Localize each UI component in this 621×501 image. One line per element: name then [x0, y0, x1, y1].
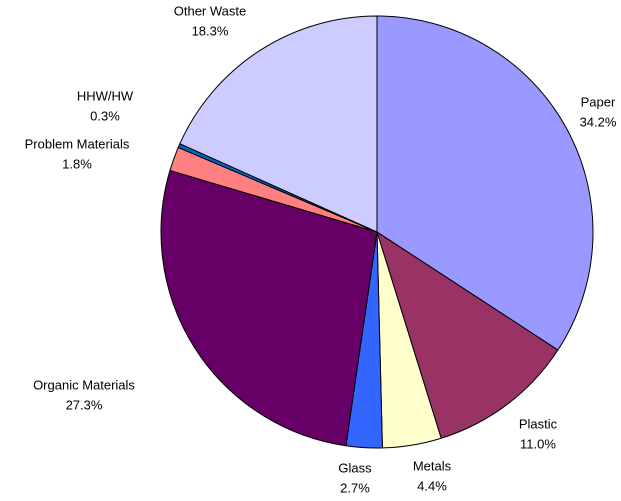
slice-value-label: 0.3% [90, 108, 120, 123]
slice-label: Organic Materials [33, 377, 135, 392]
pie-slice [376, 15, 594, 351]
slice-label: Glass [338, 460, 372, 475]
slice-label: Paper [581, 94, 616, 109]
pie-slice [376, 230, 559, 439]
slice-value-label: 27.3% [66, 397, 103, 412]
slice-label: Metals [413, 458, 452, 473]
slice-label: HHW/HW [77, 88, 134, 103]
slice-value-label: 18.3% [192, 23, 229, 38]
slice-value-label: 2.7% [340, 480, 370, 495]
pie-slice [179, 15, 378, 233]
slice-value-label: 34.2% [580, 114, 617, 129]
slice-label: Other Waste [174, 3, 246, 18]
slice-label: Problem Materials [25, 136, 130, 151]
pie-slice [160, 169, 378, 447]
slice-label: Plastic [519, 416, 558, 431]
slice-value-label: 1.8% [62, 156, 92, 171]
slice-value-label: 4.4% [417, 478, 447, 493]
slice-value-label: 11.0% [520, 436, 556, 451]
